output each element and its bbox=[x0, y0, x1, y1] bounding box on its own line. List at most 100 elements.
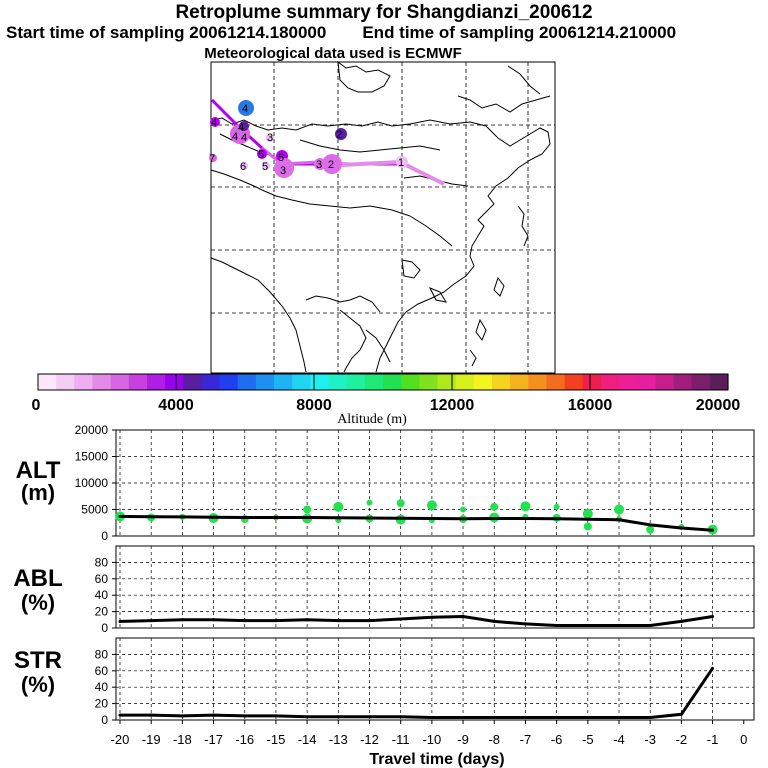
line-point bbox=[274, 714, 278, 718]
line-point bbox=[118, 713, 122, 717]
cluster-3b bbox=[274, 158, 294, 178]
line-point bbox=[586, 624, 590, 628]
map-label: 2 bbox=[328, 159, 334, 171]
line-point bbox=[118, 619, 122, 623]
scatter-point bbox=[582, 508, 593, 519]
colorbar-cell bbox=[128, 374, 148, 390]
colorbar-cell bbox=[691, 374, 711, 390]
alt-yticks: 0 5000 10000 15000 20000 bbox=[75, 423, 116, 543]
cluster-7 bbox=[209, 154, 217, 162]
y-tick-label: 40 bbox=[95, 588, 109, 602]
scatter-point bbox=[366, 499, 373, 506]
line-point bbox=[586, 517, 590, 521]
line-point bbox=[212, 713, 216, 717]
line-point bbox=[711, 666, 715, 670]
scatter-point bbox=[583, 522, 592, 531]
alt-gridlines bbox=[116, 429, 754, 537]
line-point bbox=[523, 716, 527, 720]
colorbar-cell bbox=[401, 374, 420, 390]
x-tick-label: -5 bbox=[582, 732, 594, 747]
colorbar-cell bbox=[383, 374, 402, 390]
x-axis-label: Travel time (days) bbox=[369, 751, 504, 768]
cluster-2a bbox=[335, 128, 347, 140]
colorbar-cell bbox=[419, 374, 439, 390]
cluster-3a bbox=[266, 134, 274, 142]
line-point bbox=[243, 515, 247, 519]
colorbar-cell bbox=[619, 374, 638, 390]
line-point bbox=[149, 713, 153, 717]
line-point bbox=[679, 526, 683, 530]
map-label: 3 bbox=[267, 132, 273, 144]
x-tick-label: -20 bbox=[111, 732, 130, 747]
colorbar-cell bbox=[491, 374, 511, 390]
map-label: 5 bbox=[258, 149, 264, 161]
y-tick-label: 0 bbox=[101, 529, 108, 543]
x-tick-label: -15 bbox=[267, 732, 286, 747]
line-point bbox=[523, 517, 527, 521]
map-label: 5 bbox=[262, 161, 268, 173]
scatter-point bbox=[553, 503, 560, 510]
colorbar-cell bbox=[328, 374, 348, 390]
line-point bbox=[679, 712, 683, 716]
line-point bbox=[274, 619, 278, 623]
x-tick-label: -7 bbox=[520, 732, 532, 747]
line-point bbox=[399, 617, 403, 621]
line-point bbox=[149, 619, 153, 623]
colorbar-cell bbox=[237, 374, 257, 390]
x-tick-label: -18 bbox=[173, 732, 192, 747]
line-point bbox=[243, 619, 247, 623]
line-point bbox=[523, 622, 527, 626]
line-point bbox=[461, 615, 465, 619]
str-ylabel: STR bbox=[14, 647, 62, 674]
colorbar-cell bbox=[165, 374, 184, 390]
colorbar-cell bbox=[74, 374, 94, 390]
line-point bbox=[648, 523, 652, 527]
scatter-point bbox=[333, 501, 344, 512]
colorbar-cell bbox=[709, 374, 729, 390]
map-label: 4 bbox=[238, 122, 244, 134]
y-tick-label: 20000 bbox=[75, 423, 109, 437]
x-tick-label: -9 bbox=[457, 732, 469, 747]
x-tick-label: -8 bbox=[488, 732, 500, 747]
line-point bbox=[368, 715, 372, 719]
line-point bbox=[305, 515, 309, 519]
line-point bbox=[274, 515, 278, 519]
cluster-1 bbox=[396, 156, 408, 168]
x-axis-ticks: -20 -19 -18 -17 -16 -15 -14 -13 -12 -11 -10 -9 -8 -7-… bbox=[111, 720, 747, 747]
x-tick-label: 0 bbox=[740, 732, 747, 747]
map-label: 6 bbox=[240, 161, 246, 173]
line-point bbox=[399, 516, 403, 520]
colorbar-cell bbox=[92, 374, 112, 390]
line-point bbox=[586, 716, 590, 720]
line-point bbox=[711, 615, 715, 619]
colorbar-cell bbox=[364, 374, 384, 390]
line-point bbox=[305, 618, 309, 622]
colorbar-cell bbox=[673, 374, 693, 390]
x-tick-label: -19 bbox=[142, 732, 161, 747]
colorbar-cell bbox=[600, 374, 620, 390]
colorbar-cell bbox=[183, 374, 203, 390]
y-tick-label: 60 bbox=[95, 664, 109, 678]
line-point bbox=[711, 528, 715, 532]
line-point bbox=[243, 714, 247, 718]
abl-panel: 0 20 40 60 80 ABL (%) bbox=[13, 545, 755, 635]
line-point bbox=[368, 516, 372, 520]
line-point bbox=[555, 517, 559, 521]
line-point bbox=[212, 515, 216, 519]
line-point bbox=[430, 615, 434, 619]
abl-gridlines bbox=[116, 546, 754, 629]
end-time-label: End time of sampling 20061214.210000 bbox=[362, 23, 677, 42]
line-point bbox=[399, 715, 403, 719]
colorbar-cell bbox=[546, 374, 566, 390]
abl-yticks: 0 20 40 60 80 bbox=[95, 555, 116, 635]
scatter-point bbox=[460, 506, 467, 513]
x-tick-label: -16 bbox=[235, 732, 254, 747]
map-frame bbox=[210, 61, 556, 374]
abl-ylabel: ABL bbox=[13, 565, 62, 592]
map-label: 3 bbox=[316, 159, 322, 171]
y-tick-label: 80 bbox=[95, 555, 109, 569]
x-tick-label: -4 bbox=[613, 732, 625, 747]
y-tick-label: 5000 bbox=[81, 503, 108, 517]
